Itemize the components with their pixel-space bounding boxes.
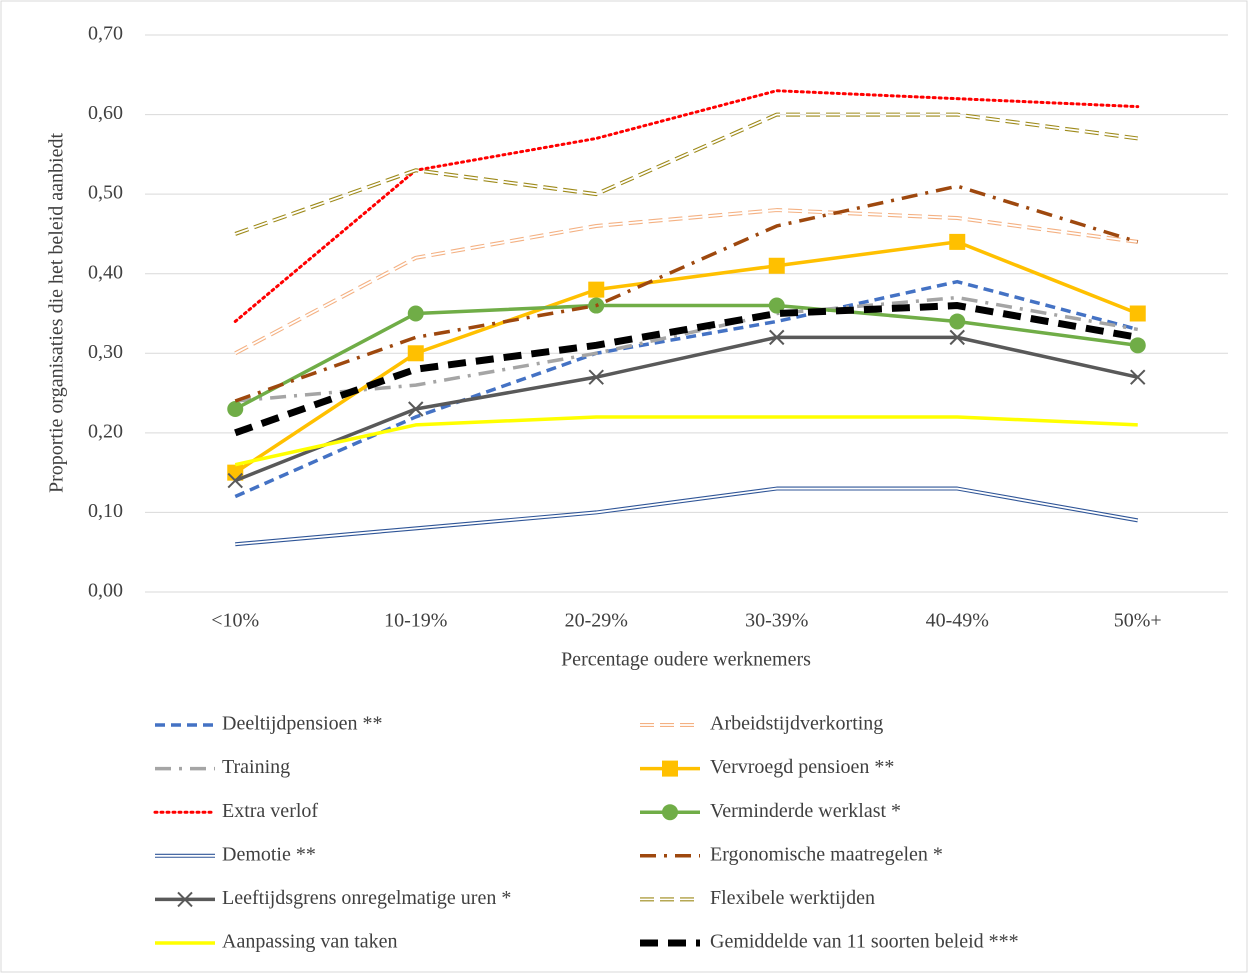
x-tick-label: 10-19% <box>384 610 447 632</box>
marker <box>227 400 244 417</box>
x-axis-title: Percentage oudere werknemers <box>561 649 811 671</box>
y-tick-label: 0,50 <box>88 182 123 204</box>
y-tick-label: 0,10 <box>88 500 123 522</box>
marker <box>177 891 193 908</box>
x-tick-label: <10% <box>211 610 259 632</box>
series-line <box>234 335 1139 483</box>
marker <box>1129 337 1146 354</box>
y-tick-label: 0,40 <box>88 261 123 283</box>
legend-label: Flexibele werktijden <box>710 887 875 909</box>
marker <box>407 305 424 322</box>
legend-label: Ergonomische maatregelen * <box>710 843 943 865</box>
series-line <box>234 113 1138 235</box>
marker <box>949 313 966 330</box>
marker <box>1130 369 1146 385</box>
x-tick-label: 20-29% <box>565 610 628 632</box>
legend-label: Aanpassing van taken <box>222 931 398 953</box>
marker <box>769 329 785 346</box>
marker <box>662 804 678 821</box>
series-line <box>234 303 1138 411</box>
marker <box>407 345 424 362</box>
marker <box>588 281 605 298</box>
x-tick-label: 30-39% <box>745 610 808 632</box>
marker <box>949 329 965 346</box>
marker <box>227 472 243 489</box>
series-line <box>233 89 1140 323</box>
y-axis-title: Proportie organisaties die het beleid aa… <box>46 133 68 494</box>
legend-label: Gemiddelde van 11 soorten beleid *** <box>710 931 1019 953</box>
legend-label: Extra verlof <box>222 800 318 822</box>
y-tick-label: 0,70 <box>88 23 123 45</box>
marker <box>949 233 966 250</box>
y-tick-label: 0,20 <box>88 420 123 442</box>
legend-label: Leeftijdsgrens onregelmatige uren * <box>222 887 511 909</box>
series-line <box>235 295 1139 403</box>
x-tick-label: 40-49% <box>926 610 989 632</box>
series-line <box>234 240 1139 475</box>
y-tick-label: 0,30 <box>88 341 123 363</box>
x-tick-label: 50%+ <box>1114 610 1162 632</box>
legend-label: Deeltijdpensioen ** <box>222 713 383 735</box>
legend-label: Vervroegd pensioen ** <box>710 756 894 778</box>
series-line <box>234 209 1138 355</box>
marker <box>662 760 678 777</box>
legend-label: Training <box>222 756 290 778</box>
series-line <box>234 302 1139 437</box>
series-line <box>235 487 1138 546</box>
marker <box>588 369 604 385</box>
y-tick-label: 0,60 <box>88 102 123 124</box>
marker <box>768 257 785 274</box>
marker <box>1129 305 1146 322</box>
series-line <box>234 415 1138 467</box>
legend-label: Demotie ** <box>222 843 316 865</box>
legend-label: Arbeidstijdverkorting <box>710 713 883 735</box>
y-tick-label: 0,00 <box>88 580 123 602</box>
marker <box>408 401 424 417</box>
marker <box>768 297 785 314</box>
legend-label: Verminderde werklast * <box>710 800 901 822</box>
